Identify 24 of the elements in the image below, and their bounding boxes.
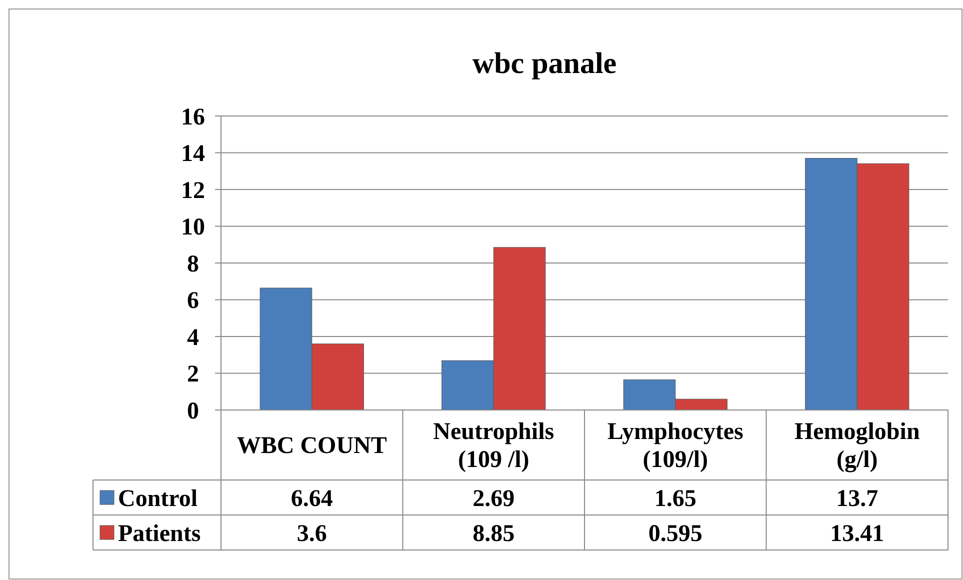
x-tick-label: Hemoglobin (g/l) xyxy=(794,419,920,473)
y-tick-label: 4 xyxy=(187,324,199,351)
y-tick-label: 12 xyxy=(181,178,205,204)
data-label: 0.595 xyxy=(648,520,702,547)
legend-label: Control xyxy=(118,486,198,512)
y-tick-label: 0 xyxy=(187,398,199,424)
x-tick-label: WBC COUNT xyxy=(236,433,387,459)
data-label: 3.6 xyxy=(296,520,327,547)
y-tick-label: 8 xyxy=(187,251,199,278)
x-tick-label: Neutrophils (109 /l) xyxy=(433,419,554,473)
data-label: 1.65 xyxy=(654,486,696,512)
data-label: 13.41 xyxy=(830,520,884,547)
y-tick-label: 14 xyxy=(181,141,205,168)
chart-title: wbc panale xyxy=(472,47,617,80)
y-tick-label: 10 xyxy=(181,214,205,241)
y-tick-label: 6 xyxy=(187,288,199,314)
data-label: 2.69 xyxy=(472,486,515,512)
y-tick-label: 2 xyxy=(187,362,199,388)
data-label: 13.7 xyxy=(836,486,878,512)
legend-label: Patients xyxy=(118,520,201,547)
data-label: 8.85 xyxy=(472,520,515,547)
data-label: 6.64 xyxy=(290,486,333,512)
x-tick-label: Lymphocytes (109/l) xyxy=(607,419,744,473)
y-tick-label: 16 xyxy=(181,104,205,130)
